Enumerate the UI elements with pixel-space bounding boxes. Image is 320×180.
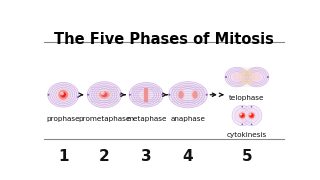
Circle shape [251,106,252,107]
Text: 3: 3 [141,149,151,164]
Ellipse shape [241,105,262,126]
Ellipse shape [191,89,199,100]
Text: 5: 5 [242,149,252,164]
Circle shape [77,96,79,98]
Circle shape [241,114,244,117]
FancyBboxPatch shape [241,69,253,85]
Text: 4: 4 [183,149,193,164]
Ellipse shape [60,92,66,98]
Circle shape [129,94,131,96]
Ellipse shape [96,89,113,100]
Ellipse shape [142,88,150,102]
Circle shape [169,94,170,96]
Circle shape [267,76,269,78]
Circle shape [242,123,243,125]
Circle shape [120,94,122,96]
Text: 2: 2 [99,149,110,164]
Text: metaphase: metaphase [126,116,166,122]
Ellipse shape [245,67,269,87]
Text: cytokinesis: cytokinesis [227,132,267,138]
Circle shape [240,113,242,116]
Circle shape [162,94,164,96]
Bar [144,88,148,102]
Circle shape [87,94,89,96]
Ellipse shape [232,105,252,126]
Circle shape [60,92,64,95]
Text: prometaphase: prometaphase [78,116,131,122]
Ellipse shape [239,112,245,119]
Ellipse shape [169,82,207,108]
Circle shape [250,114,253,117]
Circle shape [251,123,252,125]
Circle shape [242,106,243,107]
Ellipse shape [252,72,262,82]
Ellipse shape [56,88,70,102]
Ellipse shape [58,90,68,100]
Ellipse shape [192,91,198,99]
Circle shape [101,91,105,95]
Circle shape [249,113,252,116]
Ellipse shape [249,112,255,119]
Ellipse shape [101,93,108,97]
Ellipse shape [177,89,185,100]
Ellipse shape [178,91,184,99]
Circle shape [225,76,227,78]
Ellipse shape [235,108,250,123]
Circle shape [206,94,208,96]
Ellipse shape [247,111,256,120]
Text: The Five Phases of Mitosis: The Five Phases of Mitosis [54,32,274,47]
Ellipse shape [225,67,249,87]
Text: telophase: telophase [229,95,265,101]
Ellipse shape [129,82,163,107]
Ellipse shape [244,108,259,123]
Ellipse shape [238,111,247,120]
Text: anaphase: anaphase [171,116,205,122]
Ellipse shape [87,82,121,108]
Text: prophase: prophase [46,116,80,122]
Ellipse shape [99,91,110,99]
Text: 1: 1 [58,149,68,164]
Ellipse shape [48,82,79,107]
Circle shape [48,94,50,96]
Ellipse shape [232,72,242,82]
